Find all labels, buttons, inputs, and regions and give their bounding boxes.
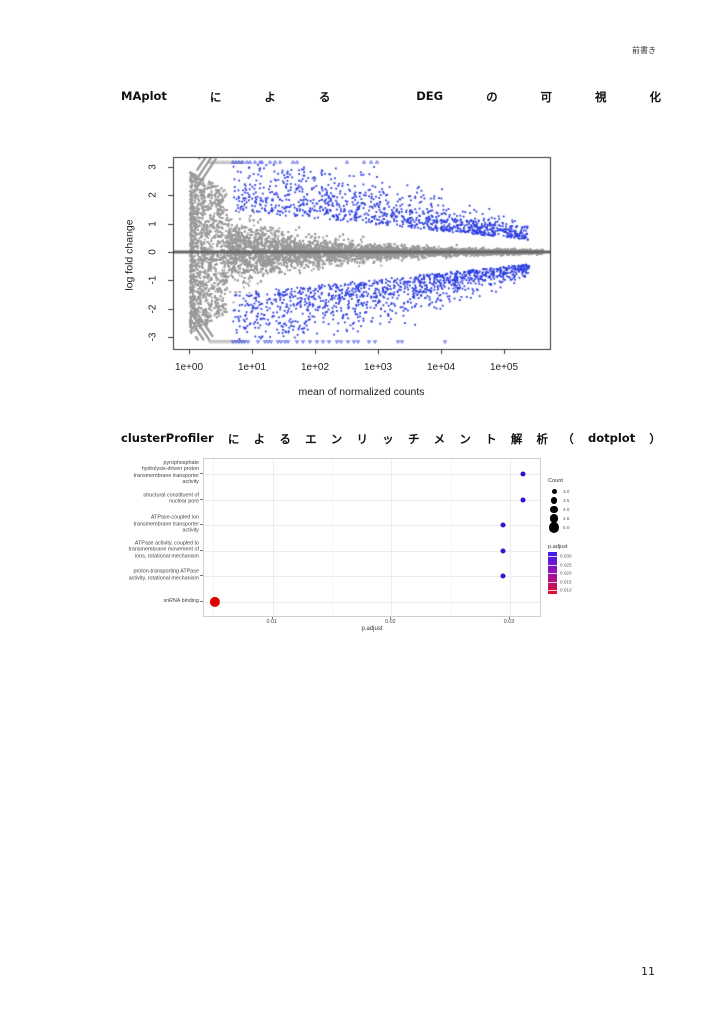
legend-count-item: 5.0 — [548, 522, 593, 533]
heading-token: る — [318, 90, 331, 104]
y-tick-label: -2 — [147, 304, 159, 314]
dotplot-point — [520, 497, 526, 503]
x-tick-label: 1e+03 — [363, 362, 393, 373]
legend-count-keys: 3.0 3.5 4.0 4.5 5.0 — [548, 487, 593, 533]
dotplot-x-tick-label: 0.01 — [266, 619, 278, 625]
x-tick-label: 1e+05 — [489, 362, 519, 373]
dotplot-point — [500, 522, 506, 528]
count-circle-icon — [550, 497, 558, 504]
legend-count-item: 3.5 — [548, 496, 593, 505]
y-tick-label: 0 — [147, 249, 159, 255]
heading-token: リ — [356, 432, 369, 446]
heading-token: 化 — [649, 90, 661, 104]
heading-token: 解 — [510, 432, 523, 446]
ma-plot-canvas — [115, 150, 560, 400]
heading-token: dotplot — [587, 431, 636, 445]
heading-token: ン — [459, 432, 471, 446]
legend-padjust-value: 0.030 — [560, 553, 572, 559]
heading-token: の — [486, 90, 498, 104]
heading-token: 析 — [536, 432, 549, 446]
heading-token: エ — [305, 432, 317, 446]
legend-count-title: Count — [548, 478, 563, 484]
x-tick-label: 1e+04 — [426, 362, 456, 373]
legend-count-item: 3.0 — [548, 487, 593, 496]
dotplot-category-label: snRNA binding — [163, 597, 199, 604]
dotplot-x-axis-label: p.adjust — [361, 626, 383, 632]
dotplot-point — [209, 596, 220, 608]
heading-token: ン — [330, 432, 343, 446]
heading-token: メ — [433, 432, 446, 446]
count-circle-icon — [549, 514, 559, 523]
dotplot-x-tick-label: 0.02 — [385, 619, 396, 625]
dotplot-legend: Count 3.0 3.5 4.0 4.5 5.0 p.adjust 0.030 0.02… — [548, 478, 593, 594]
heading-token: る — [279, 432, 291, 446]
count-circle-icon — [551, 489, 557, 494]
count-circle-icon — [548, 522, 560, 533]
heading-token: clusterProfiler — [121, 431, 214, 445]
ma-plot: log fold change -3 -2 -1 0 1 2 3 1e+00 1e+01 1e+… — [115, 150, 560, 400]
enrichment-dotplot: pyrophosphate hydrolysis-driven proton tra… — [115, 452, 595, 637]
dotplot-category-label: ATPase-coupled ion transmembrane transpor… — [133, 514, 199, 534]
heading-token: よ — [264, 90, 276, 104]
heading-token: 視 — [595, 90, 607, 104]
heading-token: チ — [407, 432, 420, 446]
legend-padjust-value: 0.025 — [560, 562, 572, 567]
dotplot-point — [500, 548, 506, 554]
running-header: 前書き — [632, 46, 656, 55]
dotplot-category-label: structural constituent of nuclear pore — [143, 492, 199, 505]
section-heading-maplot: MAplot に よ る DEG の 可 視 化 — [121, 89, 661, 105]
legend-padjust-value: 0.010 — [560, 587, 572, 593]
ma-plot-x-axis-label: mean of normalized counts — [298, 386, 425, 398]
legend-count-item: 4.5 — [548, 514, 593, 523]
heading-token: ト — [485, 432, 497, 446]
legend-padjust-value: 0.020 — [560, 570, 572, 576]
legend-padjust-title: p.adjust — [548, 544, 568, 550]
heading-token: に — [227, 432, 240, 446]
heading-token: ッ — [382, 432, 394, 446]
y-tick-label: -1 — [147, 275, 159, 285]
heading-token: よ — [253, 432, 266, 446]
dotplot-panel — [203, 458, 541, 617]
y-tick-label: -3 — [147, 332, 159, 342]
count-circle-icon — [550, 505, 558, 514]
legend-count-item: 4.0 — [548, 505, 593, 514]
x-tick-label: 1e+02 — [300, 362, 330, 373]
heading-token: に — [209, 90, 222, 104]
x-tick-label: 1e+01 — [237, 362, 267, 373]
legend-padjust: p.adjust 0.030 0.025 0.020 0.015 0.010 — [548, 544, 593, 594]
dotplot-x-tick-label: 0.03 — [503, 619, 515, 625]
dotplot-category-label: ATPase activity, coupled to transmembrane… — [128, 540, 199, 559]
y-tick-label: 1 — [147, 220, 159, 227]
dotplot-category-label: proton-transporting ATPase activity, rota… — [128, 568, 199, 582]
dotplot-point — [500, 573, 506, 579]
heading-token: （ — [562, 432, 574, 446]
y-tick-label: 3 — [147, 164, 159, 170]
ma-plot-y-axis-label: log fold change — [124, 219, 137, 291]
x-tick-label: 1e+00 — [174, 362, 204, 373]
dotplot-category-label: pyrophosphate hydrolysis-driven proton tra… — [133, 460, 199, 486]
dotplot-point — [520, 471, 526, 477]
heading-token: 可 — [540, 90, 553, 104]
section-heading-dotplot: clusterProfiler によるエンリッチメント解析（dotplot） — [121, 431, 661, 447]
heading-token: ） — [649, 432, 661, 446]
heading-token: DEG — [416, 89, 444, 103]
page-number: 11 — [641, 965, 655, 978]
y-tick-label: 2 — [147, 192, 159, 199]
legend-padjust-value: 0.015 — [560, 579, 572, 584]
heading-token: MAplot — [121, 89, 167, 103]
